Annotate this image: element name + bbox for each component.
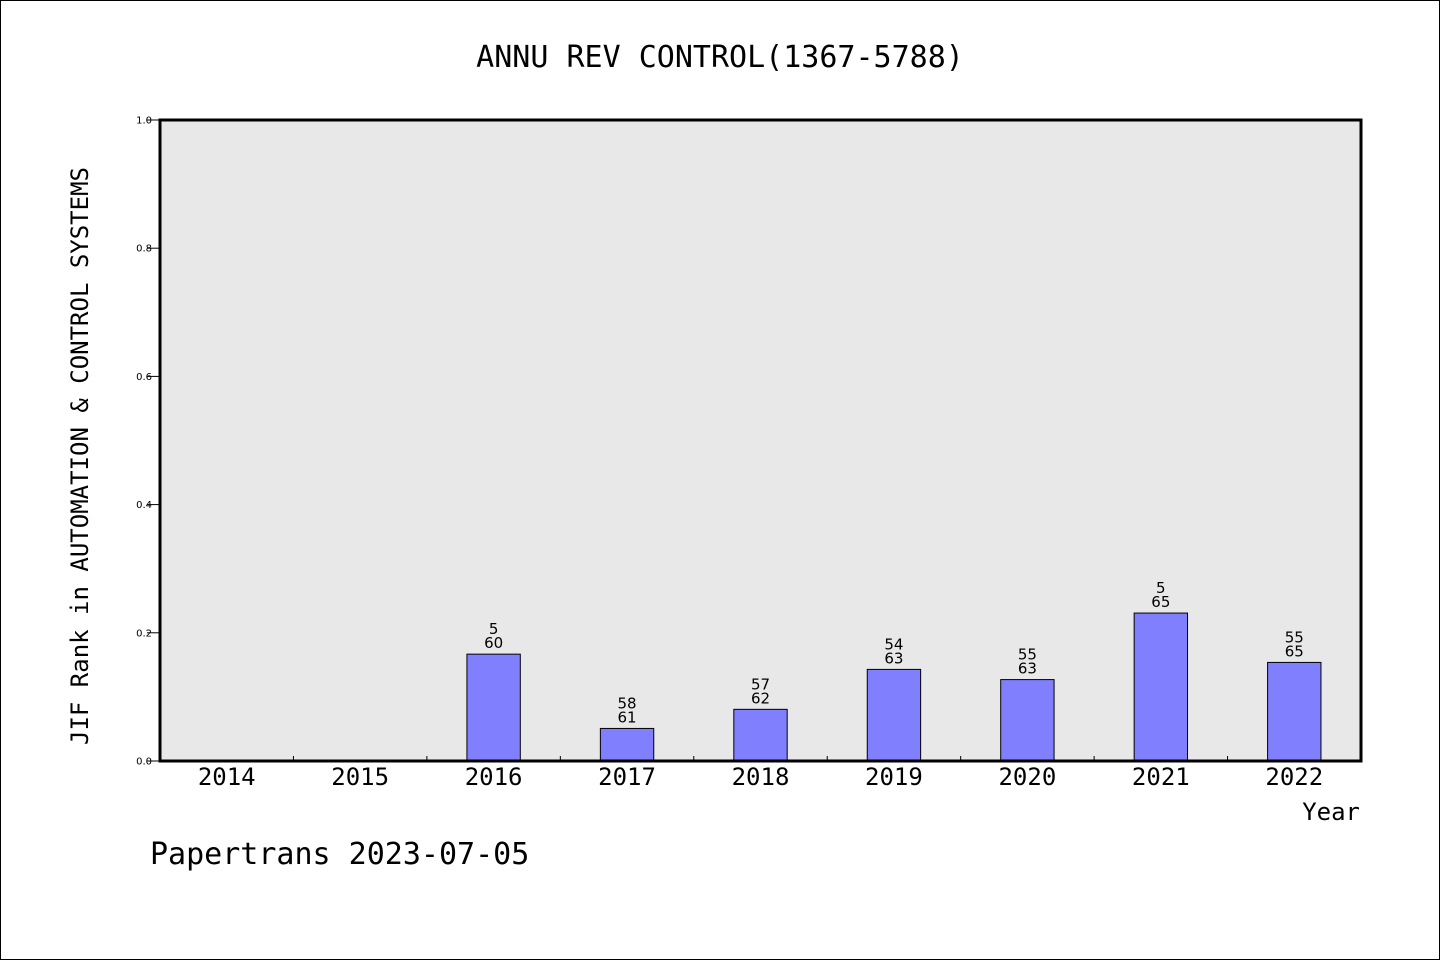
bar-label-top: 54	[884, 635, 903, 653]
bar-label-top: 55	[1285, 628, 1304, 646]
bar-2021	[1133, 612, 1189, 762]
footer-source-date: Papertrans 2023-07-05	[150, 837, 529, 872]
x-tick-label: 2021	[1132, 763, 1190, 791]
bar-label-bottom: 65	[1285, 642, 1304, 660]
bar-2019	[866, 668, 922, 762]
y-tick-label: 1.0	[136, 116, 152, 127]
x-axis-label: Year	[1302, 798, 1360, 826]
x-tick-label: 2017	[598, 763, 656, 791]
x-tick-label: 2020	[998, 763, 1056, 791]
plot-border	[158, 118, 1363, 763]
bar-label-top: 57	[751, 675, 770, 693]
bar-2017	[599, 727, 655, 762]
y-tick-label: 0.2	[136, 628, 152, 639]
x-tick-label: 2014	[198, 763, 256, 791]
x-tick-label: 2022	[1265, 763, 1323, 791]
y-tick-label: 0.4	[136, 500, 152, 511]
bar-label-top: 5	[1156, 579, 1166, 597]
x-tick-label: 2019	[865, 763, 923, 791]
bars	[466, 612, 1322, 762]
bar-2016	[466, 653, 521, 762]
x-tick-label: 2018	[732, 763, 790, 791]
bar-label-top: 58	[618, 694, 637, 712]
y-tick-label: 0.0	[136, 757, 152, 768]
x-tick-label: 2015	[331, 763, 389, 791]
y-axis-ticks: 0.0 0.2 0.4 0.6 0.8 1.0	[136, 116, 159, 768]
bar-label-bottom: 62	[751, 689, 770, 707]
y-tick-label: 0.6	[136, 372, 152, 383]
bar-2020	[1000, 679, 1055, 762]
bar-label-bottom: 63	[884, 649, 903, 667]
bar-2022	[1267, 661, 1322, 762]
chart-title: ANNU REV CONTROL(1367-5788)	[476, 40, 964, 75]
bar-label-bottom: 60	[484, 634, 503, 652]
bar-label-bottom: 65	[1151, 593, 1170, 611]
bar-label-bottom: 61	[618, 708, 637, 726]
x-tick-label: 2016	[465, 763, 523, 791]
bar-label-top: 5	[489, 620, 499, 638]
bar-label-top: 55	[1018, 646, 1037, 664]
y-tick-label: 0.8	[136, 244, 152, 255]
y-axis-label: JIF Rank in AUTOMATION & CONTROL SYSTEMS	[66, 167, 94, 745]
bar-2018	[733, 708, 788, 762]
bar-label-bottom: 63	[1018, 660, 1037, 678]
x-axis-ticks: 2014 2015 2016 2017 2018 2019 2020 2021 2022	[198, 756, 1323, 791]
